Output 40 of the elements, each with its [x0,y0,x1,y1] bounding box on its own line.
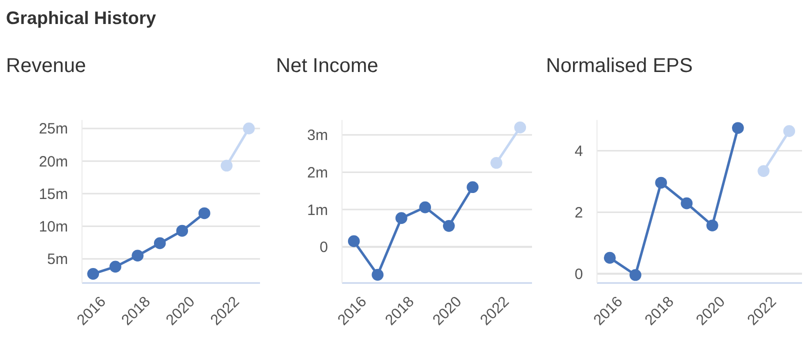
point [514,122,526,134]
y-tick-label: 25m [38,120,68,138]
y-tick-label: 0 [574,266,583,284]
y-tick-label: 4 [574,143,583,160]
point [466,181,479,194]
point [442,220,455,232]
y-tick-label: 20m [38,153,68,170]
point [630,269,642,281]
y-tick-label: 2 [574,204,583,222]
point [154,237,166,250]
y-tick-label: 2m [307,164,328,182]
y-tick-label: 15m [38,186,68,203]
point [220,160,233,172]
point [109,260,122,273]
point [732,122,744,134]
y-tick-label: 0 [320,239,328,256]
y-tick-label: 1m [307,202,328,219]
chart-title: Normalised EPS [546,55,693,77]
point [655,176,667,189]
point [132,250,144,262]
chart-title: Net Income [276,55,378,77]
point [783,125,796,137]
point [348,235,360,248]
point [87,268,100,280]
y-tick-label: 10m [38,218,68,236]
y-tick-label: 3m [307,127,328,144]
point [758,165,770,177]
point [395,212,408,224]
point [198,207,210,220]
point [680,197,693,210]
y-tick-label: 5m [47,251,68,268]
text: Graphical History [6,8,156,28]
point [176,224,188,237]
chart-title: Revenue [6,55,86,77]
point [706,220,718,232]
point [604,252,616,264]
point [490,156,502,169]
point [372,268,384,281]
point [419,201,432,214]
point [242,122,255,134]
